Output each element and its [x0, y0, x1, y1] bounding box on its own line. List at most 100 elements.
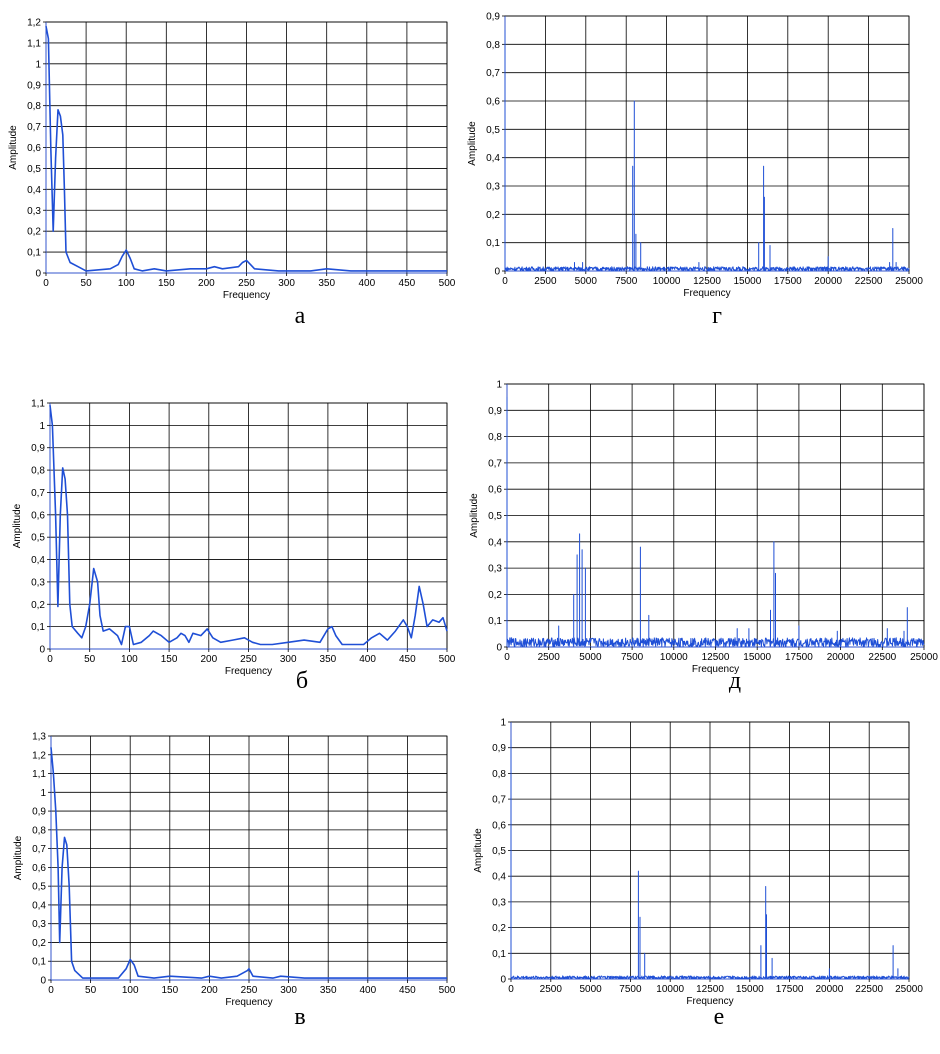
- y-tick-label: 0,1: [32, 957, 46, 968]
- y-tick-label: 0,7: [488, 458, 502, 469]
- y-tick-label: 0,8: [27, 101, 41, 112]
- chart-v: 0 0,1 0,2 0,3 0,4 0,5 0,6 0,7 0,8 0,9 1 1,1 1,2 1,3 0 5…: [13, 732, 456, 1009]
- y-tick-label: 0,9: [488, 406, 502, 417]
- y-tick-label: 0,2: [488, 590, 502, 601]
- y-tick-label: 0,4: [27, 185, 41, 196]
- y-tick-label: 1: [39, 421, 45, 432]
- x-tick-label: 20000: [814, 276, 842, 287]
- x-tick-label: 0: [508, 984, 514, 995]
- y-tick-label: 1: [35, 59, 41, 70]
- y-tick-label: 1,2: [32, 750, 46, 761]
- chart-b: 0 0,1 0,2 0,3 0,4 0,5 0,6 0,7 0,8 0,9 1 1,1 0 50 100 15…: [12, 399, 456, 678]
- x-tick-label: 17500: [774, 276, 802, 287]
- x-axis-label: Frequency: [683, 288, 730, 299]
- y-axis-label: Amplitude: [13, 835, 24, 880]
- x-tick-label: 200: [200, 654, 217, 665]
- y-tick-label: 0,1: [486, 238, 500, 249]
- y-tick-label: 0,3: [27, 206, 41, 217]
- y-tick-label: 1: [496, 380, 502, 391]
- y-tick-label: 1,3: [32, 732, 46, 743]
- y-tick-label: 0,5: [27, 164, 41, 175]
- x-tick-label: 350: [320, 985, 337, 996]
- y-tick-label: 0,4: [32, 900, 46, 911]
- panel-caption-b: б: [295, 668, 309, 694]
- y-tick-label: 0,9: [31, 443, 45, 454]
- x-tick-label: 10000: [660, 652, 688, 663]
- x-tick-label: 250: [241, 985, 258, 996]
- x-tick-label: 0: [502, 276, 508, 287]
- panel-caption-e: е: [713, 1004, 725, 1030]
- y-tick-label: 0,6: [488, 485, 502, 496]
- x-tick-label: 400: [359, 985, 376, 996]
- y-tick-label: 0,3: [492, 897, 506, 908]
- y-tick-label: 0: [500, 975, 506, 986]
- x-tick-label: 450: [399, 654, 416, 665]
- x-tick-label: 12500: [702, 652, 730, 663]
- x-tick-label: 350: [320, 654, 337, 665]
- x-axis-label: Frequency: [225, 666, 272, 677]
- x-tick-label: 400: [358, 278, 375, 289]
- chart-d: 0 0,1 0,2 0,3 0,4 0,5 0,6 0,7 0,8 0,9 1 0 2500 5000 75…: [469, 380, 938, 676]
- x-tick-label: 25000: [910, 652, 938, 663]
- x-tick-label: 500: [439, 278, 456, 289]
- y-tick-label: 0: [35, 269, 41, 280]
- y-tick-label: 0,7: [486, 68, 500, 79]
- y-tick-label: 0: [496, 643, 502, 654]
- x-tick-label: 15000: [736, 984, 764, 995]
- series-line: [50, 747, 447, 979]
- chart-a: 0 0,1 0,2 0,3 0,4 0,5 0,6 0,7 0,8 0,9 1 1,1 1,2 0 50 10…: [8, 18, 456, 302]
- y-tick-label: 0,8: [492, 769, 506, 780]
- x-tick-label: 50: [84, 654, 96, 665]
- y-tick-label: 1: [40, 788, 46, 799]
- x-axis-label: Frequency: [692, 664, 739, 675]
- y-tick-label: 0,4: [488, 537, 502, 548]
- x-tick-label: 17500: [785, 652, 813, 663]
- series-line: [49, 405, 448, 646]
- y-tick-label: 0,5: [486, 125, 500, 136]
- x-tick-label: 500: [439, 654, 456, 665]
- x-tick-label: 25000: [895, 276, 923, 287]
- x-tick-label: 450: [399, 278, 416, 289]
- y-tick-label: 0,7: [32, 844, 46, 855]
- y-tick-label: 0,2: [32, 938, 46, 949]
- x-tick-label: 450: [399, 985, 416, 996]
- y-tick-label: 0,1: [31, 622, 45, 633]
- y-tick-label: 0,8: [31, 466, 45, 477]
- y-tick-label: 0,9: [486, 12, 500, 23]
- x-tick-label: 22500: [855, 276, 883, 287]
- y-tick-label: 1,1: [32, 769, 46, 780]
- y-tick-label: 0,4: [486, 153, 500, 164]
- y-tick-label: 0,6: [27, 143, 41, 154]
- x-tick-label: 2500: [538, 652, 561, 663]
- y-axis-label: Amplitude: [8, 125, 19, 170]
- y-axis-label: Amplitude: [467, 121, 478, 166]
- y-tick-label: 0,5: [31, 533, 45, 544]
- series-line: [506, 396, 925, 648]
- panel-caption-a: а: [294, 303, 306, 329]
- y-tick-label: 0,3: [31, 577, 45, 588]
- series-line: [504, 29, 910, 272]
- x-tick-label: 25000: [895, 984, 923, 995]
- y-tick-label: 0,2: [492, 923, 506, 934]
- x-tick-label: 50: [85, 985, 97, 996]
- y-tick-label: 0,5: [492, 846, 506, 857]
- x-tick-label: 10000: [653, 276, 681, 287]
- y-tick-label: 0: [39, 645, 45, 656]
- x-tick-label: 0: [43, 278, 49, 289]
- y-tick-label: 0: [494, 267, 500, 278]
- x-axis-label: Frequency: [686, 996, 733, 1007]
- y-tick-label: 0,1: [27, 248, 41, 259]
- panel-caption-g: г: [712, 303, 722, 329]
- y-tick-label: 0,2: [486, 210, 500, 221]
- x-tick-label: 300: [278, 278, 295, 289]
- x-tick-label: 20000: [827, 652, 855, 663]
- y-axis-label: Amplitude: [473, 828, 484, 873]
- x-tick-label: 5000: [575, 276, 598, 287]
- y-tick-label: 1,2: [27, 18, 41, 29]
- x-tick-label: 150: [158, 278, 175, 289]
- y-tick-label: 0,1: [492, 949, 506, 960]
- x-tick-label: 100: [121, 654, 138, 665]
- y-tick-label: 0,4: [31, 555, 45, 566]
- x-tick-label: 17500: [776, 984, 804, 995]
- x-tick-label: 350: [318, 278, 335, 289]
